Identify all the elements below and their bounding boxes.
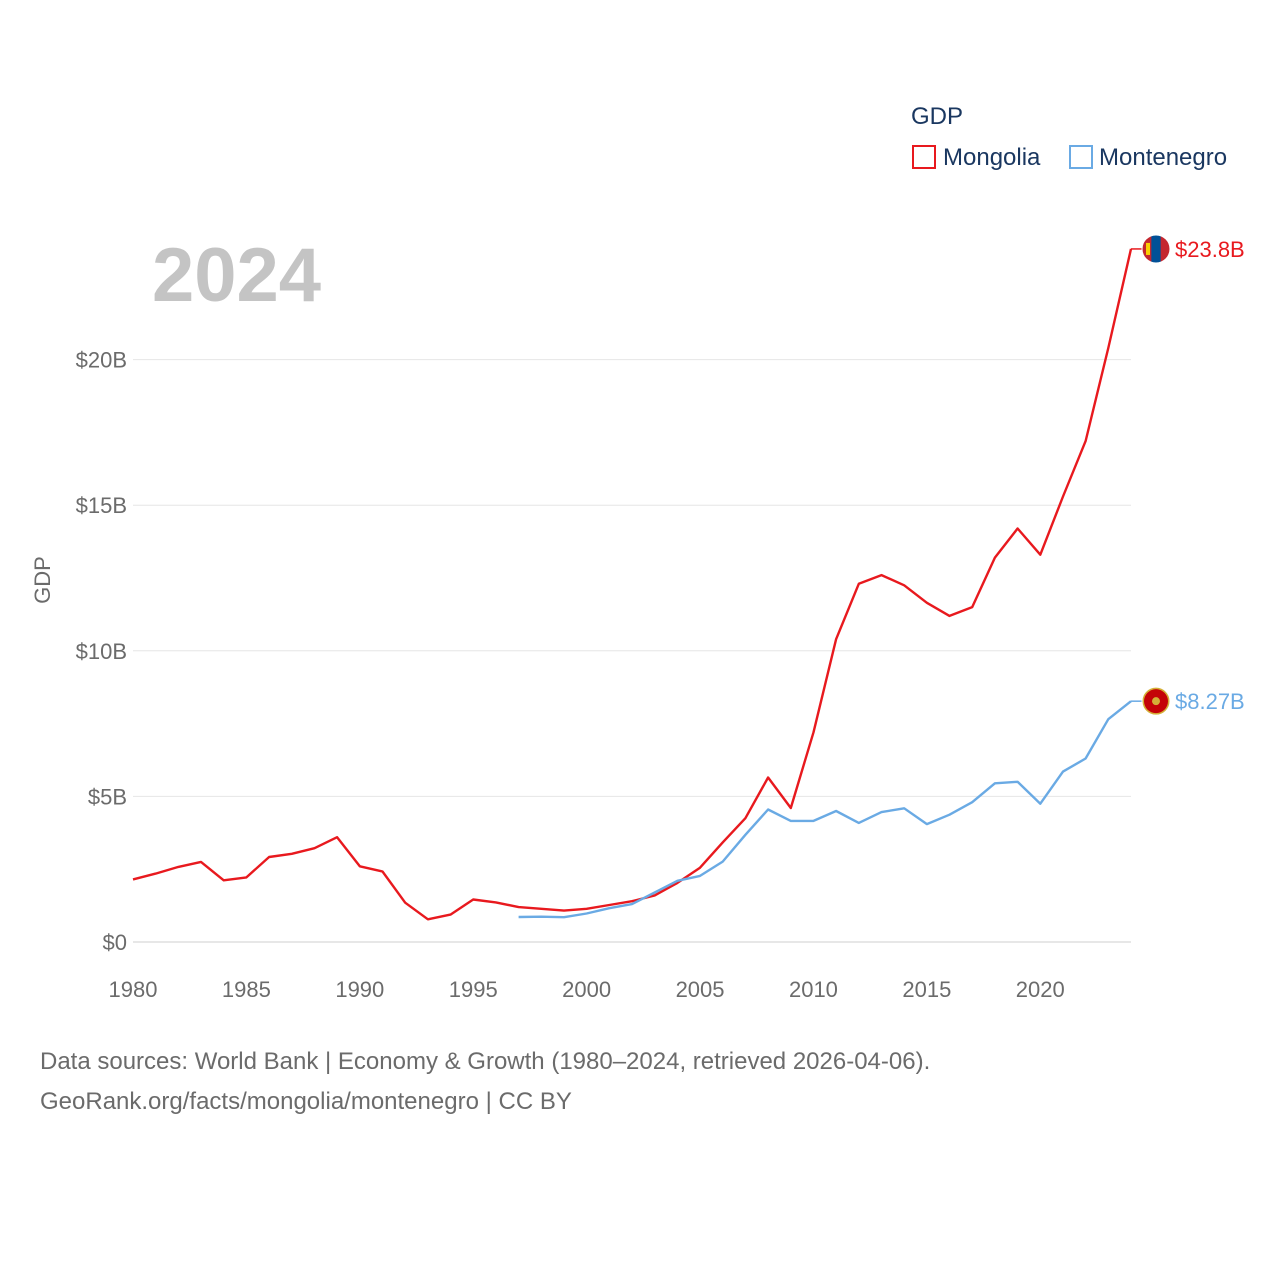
x-tick-label: 2010 [789, 977, 838, 1002]
y-tick-label: $0 [103, 930, 127, 955]
series-line-mongolia[interactable] [132, 248, 1133, 921]
x-axis-ticks: 1980 1985 1990 1995 2000 2005 2010 2015 2020 [109, 977, 1065, 1002]
legend-swatch-montenegro[interactable] [1069, 145, 1093, 169]
x-tick-label: 2015 [902, 977, 951, 1002]
x-tick-label: 1995 [449, 977, 498, 1002]
x-tick-label: 2000 [562, 977, 611, 1002]
y-tick-label: $20B [76, 348, 127, 373]
x-tick-label: 2005 [676, 977, 725, 1002]
end-label-mongolia: $23.8B [1175, 237, 1245, 262]
y-axis-title: GDP [30, 556, 55, 604]
x-tick-label: 1990 [335, 977, 384, 1002]
x-tick-label: 2020 [1016, 977, 1065, 1002]
series-line-montenegro[interactable] [518, 700, 1132, 919]
year-label: 2024 [152, 233, 321, 318]
series-lines [132, 248, 1133, 921]
mongolia-flag-icon [1141, 234, 1171, 264]
series-end-markers: $23.8B $8.27B [1131, 234, 1245, 716]
legend-label-mongolia[interactable]: Mongolia [943, 144, 1041, 171]
x-tick-label: 1980 [109, 977, 158, 1002]
y-tick-label: $15B [76, 493, 127, 518]
footer-attribution[interactable]: GeoRank.org/facts/mongolia/montenegro | … [40, 1088, 572, 1115]
x-tick-label: 1985 [222, 977, 271, 1002]
footer-sources: Data sources: World Bank | Economy & Gro… [40, 1048, 931, 1075]
gridlines [133, 359, 1131, 943]
footer: Data sources: World Bank | Economy & Gro… [40, 1042, 930, 1122]
legend: GDP Mongolia Montenegro [911, 103, 1227, 171]
legend-swatch-mongolia[interactable] [912, 145, 936, 169]
legend-title: GDP [911, 103, 963, 130]
end-label-montenegro: $8.27B [1175, 689, 1245, 714]
legend-label-montenegro[interactable]: Montenegro [1099, 144, 1227, 171]
y-tick-label: $5B [88, 784, 127, 809]
montenegro-flag-icon [1141, 686, 1171, 716]
gdp-line-chart: GDP Mongolia Montenegro 2024 GDP $0 $5B $1… [30, 103, 1245, 1002]
y-tick-label: $10B [76, 639, 127, 664]
y-axis-ticks: $0 $5B $10B $15B $20B [76, 348, 127, 955]
